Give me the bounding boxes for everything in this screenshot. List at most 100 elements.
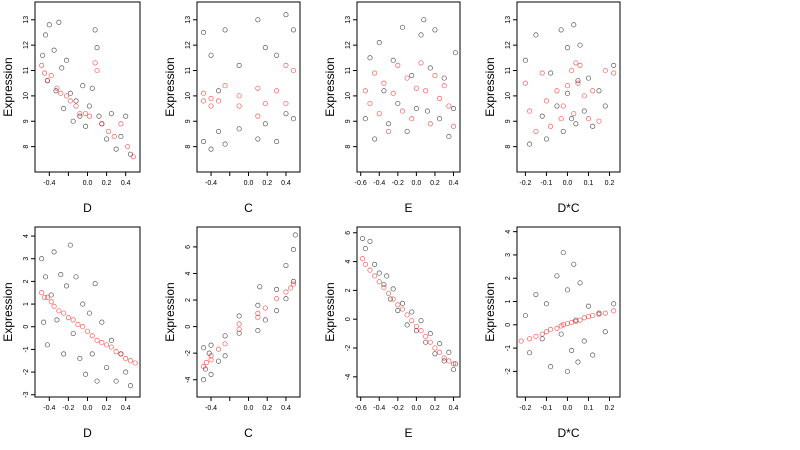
data-point	[590, 312, 596, 319]
data-point	[452, 50, 458, 56]
data-point	[201, 345, 207, 351]
data-point	[581, 108, 587, 114]
data-point	[123, 113, 129, 119]
data-point	[262, 100, 268, 107]
data-point	[255, 85, 261, 91]
data-point	[418, 60, 424, 66]
data-point	[423, 339, 429, 345]
y-tick-label: 9	[505, 119, 512, 123]
data-point	[602, 103, 608, 109]
data-point	[385, 128, 392, 134]
data-point	[73, 274, 79, 280]
panel-8: -0.2 -0.1 0.0 0.1 0.2 -2 -1 0 1 2 3 4 D*C Expression	[483, 226, 621, 440]
data-point	[569, 67, 575, 74]
data-point	[39, 256, 45, 262]
data-point	[413, 85, 419, 91]
data-point	[113, 378, 119, 384]
plot-frame	[516, 226, 621, 398]
data-point	[61, 351, 67, 357]
data-point	[80, 83, 86, 89]
y-tick-label: 13	[345, 16, 352, 24]
data-point	[215, 98, 222, 104]
x-tick-label: -0.4	[373, 180, 385, 187]
data-point	[39, 62, 45, 68]
data-point	[61, 310, 67, 316]
y-tick-label: 3	[23, 257, 30, 261]
data-point	[262, 121, 268, 127]
data-point	[222, 333, 228, 339]
plot-frame	[34, 1, 141, 173]
data-point	[450, 106, 457, 112]
y-tick-label: -2	[505, 368, 512, 374]
data-point	[554, 273, 560, 279]
data-point	[262, 45, 268, 51]
data-point	[222, 27, 228, 33]
data-point	[56, 308, 62, 314]
data-point	[255, 17, 261, 23]
series-red	[201, 62, 296, 119]
data-point	[290, 27, 296, 33]
x-tick-label: -0.4	[43, 180, 55, 187]
x-tick-label: 0.2	[605, 405, 615, 412]
x-tick-label: 0.2	[430, 405, 440, 412]
x-tick-label: -0.1	[540, 180, 552, 187]
data-point	[54, 317, 60, 323]
data-point	[533, 128, 539, 134]
data-point	[585, 314, 592, 320]
data-point	[86, 103, 92, 109]
data-point	[58, 90, 64, 96]
data-point	[65, 315, 71, 321]
data-point	[558, 331, 564, 337]
data-point	[527, 350, 533, 356]
data-point	[274, 88, 280, 94]
data-point	[113, 146, 119, 152]
data-point	[83, 123, 89, 129]
data-point	[602, 329, 608, 335]
y-axis-label: Expression	[323, 282, 337, 341]
y-tick-label: 12	[505, 41, 512, 49]
data-point	[86, 310, 92, 316]
data-point	[543, 329, 549, 335]
data-point	[554, 103, 560, 109]
data-point	[108, 344, 114, 350]
data-point	[413, 328, 419, 334]
y-tick-label: 2	[505, 276, 512, 280]
data-point	[108, 111, 114, 117]
data-point	[274, 286, 280, 292]
x-tick-label: 0.1	[584, 180, 594, 187]
data-point	[596, 118, 602, 124]
data-point	[222, 83, 228, 89]
data-point	[123, 369, 129, 375]
data-point	[104, 342, 110, 348]
x-tick-label: 0.2	[605, 180, 615, 187]
data-point	[222, 141, 228, 147]
data-point	[554, 88, 560, 94]
data-point	[395, 100, 401, 107]
data-point	[44, 294, 50, 300]
data-point	[75, 321, 81, 328]
data-point	[41, 319, 47, 325]
x-tick-label: -0.4	[205, 405, 217, 412]
data-point	[255, 310, 261, 316]
data-point	[274, 52, 280, 58]
series-red	[362, 60, 457, 134]
data-point	[236, 126, 242, 132]
series-black	[39, 242, 134, 389]
y-tick-label: 9	[345, 119, 352, 123]
data-point	[585, 303, 592, 309]
data-point	[575, 80, 581, 86]
y-axis-label: Expression	[1, 57, 15, 116]
data-point	[376, 270, 382, 276]
data-point	[208, 371, 214, 377]
y-axis-label: Expression	[483, 282, 497, 341]
panel-7: -0.6 -0.4 -0.2 0.0 0.2 0.4 -4 -2 0 2 4 6 E Expression	[323, 226, 461, 440]
y-tick-label: 12	[23, 41, 30, 49]
x-tick-label: 0.1	[584, 405, 594, 412]
y-tick-label: -4	[345, 374, 352, 380]
y-tick-label: 8	[505, 145, 512, 149]
data-point	[208, 342, 214, 348]
series-black	[201, 232, 298, 383]
data-point	[80, 301, 86, 307]
data-point	[390, 57, 396, 63]
data-point	[283, 262, 289, 269]
